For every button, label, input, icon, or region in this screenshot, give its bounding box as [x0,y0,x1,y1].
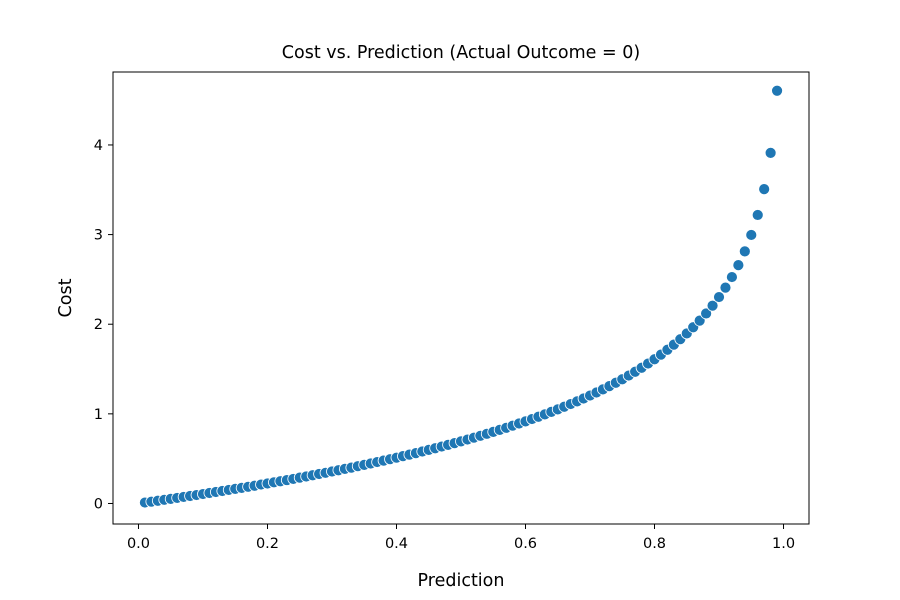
x-tick-label: 0.4 [385,536,408,552]
y-tick-label: 1 [94,407,103,423]
y-axis-label: Cost [56,278,76,317]
x-tick-label: 0.2 [256,536,279,552]
x-tick-label: 1.0 [772,536,795,552]
data-point [706,299,719,312]
data-point [745,229,758,241]
y-tick-label: 0 [94,496,103,512]
data-point [771,84,783,97]
data-point [751,209,764,221]
data-point [719,281,732,294]
data-points [139,84,783,509]
y-tick-label: 4 [94,138,103,154]
chart-title: Cost vs. Prediction (Actual Outcome = 0) [282,43,640,63]
x-axis-ticks: 0.0 0.2 0.4 0.6 0.8 1.0 [127,524,795,552]
y-tick-label: 3 [94,228,103,244]
y-axis-ticks: 0 1 2 3 4 [94,138,113,512]
data-point [700,307,713,320]
x-tick-label: 0.6 [514,536,537,552]
x-tick-label: 0.8 [643,536,666,552]
data-point [726,271,738,283]
x-axis-label: Prediction [418,571,505,591]
data-point [738,245,751,258]
x-tick-label: 0.0 [127,536,150,552]
data-point [732,259,745,272]
data-point [758,183,771,196]
plot-area-frame [112,71,810,525]
data-point [713,291,725,303]
y-tick-label: 2 [94,317,103,333]
data-point [764,146,777,159]
